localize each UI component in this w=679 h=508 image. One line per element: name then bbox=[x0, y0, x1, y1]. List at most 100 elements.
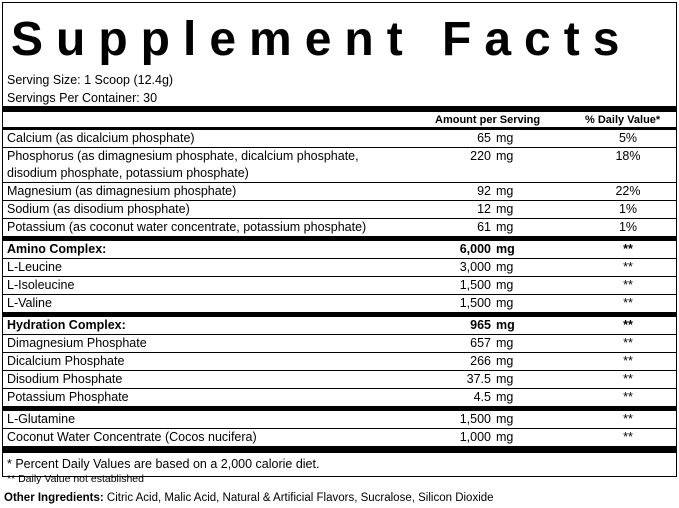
table-row: Disodium Phosphate 37.5 mg ** bbox=[3, 371, 676, 389]
table-row: Amino Complex: 6,000 mg ** bbox=[3, 241, 676, 259]
table-row: Dimagnesium Phosphate 657 mg ** bbox=[3, 335, 676, 353]
nutrient-name: Disodium Phosphate bbox=[7, 372, 123, 386]
nutrient-amount: 4.5 bbox=[473, 390, 491, 404]
table-row: Potassium Phosphate 4.5 mg ** bbox=[3, 389, 676, 406]
table-row: Calcium (as dicalcium phosphate) 65 mg 5% bbox=[3, 130, 676, 148]
nutrient-name: L-Leucine bbox=[7, 260, 62, 274]
nutrient-amount: 1,500 bbox=[459, 296, 491, 310]
nutrient-amount: 1,500 bbox=[459, 278, 491, 292]
nutrient-unit: mg bbox=[496, 390, 514, 404]
nutrient-name: Coconut Water Concentrate (Cocos nucifer… bbox=[7, 430, 257, 444]
nutrient-dv: ** bbox=[623, 296, 633, 310]
nutrient-name: Phosphorus (as dimagnesium phosphate, di… bbox=[7, 149, 359, 180]
nutrient-dv: 1% bbox=[618, 202, 638, 216]
table-row: Dicalcium Phosphate 266 mg ** bbox=[3, 353, 676, 371]
nutrient-dv: ** bbox=[623, 390, 633, 404]
section-divider bbox=[3, 128, 676, 130]
nutrient-dv: ** bbox=[623, 278, 633, 292]
nutrient-amount: 657 bbox=[470, 336, 491, 350]
nutrient-unit: mg bbox=[496, 242, 515, 256]
other-ingredients-text: Citric Acid, Malic Acid, Natural & Artif… bbox=[103, 492, 494, 504]
nutrient-name: L-Glutamine bbox=[7, 412, 76, 426]
nutrient-amount: 3,000 bbox=[459, 260, 491, 274]
table-header: Amount per Serving % Daily Value* bbox=[3, 112, 676, 128]
nutrient-dv: ** bbox=[623, 372, 633, 386]
nutrient-unit: mg bbox=[496, 412, 514, 426]
nutrient-amount: 6,000 bbox=[459, 242, 491, 256]
nutrient-name: L-Valine bbox=[7, 296, 52, 310]
serving-size: Serving Size: 1 Scoop (12.4g) bbox=[7, 73, 174, 87]
table-row: Potassium (as coconut water concentrate,… bbox=[3, 219, 676, 236]
table-row: Magnesium (as dimagnesium phosphate) 92 mg… bbox=[3, 183, 676, 201]
nutrient-name: Dimagnesium Phosphate bbox=[7, 336, 147, 350]
nutrient-dv: 5% bbox=[618, 131, 638, 145]
nutrient-dv: ** bbox=[623, 430, 633, 444]
nutrient-dv: 1% bbox=[618, 220, 638, 234]
table-row: L-Glutamine 1,500 mg ** bbox=[3, 411, 676, 429]
table-row: Hydration Complex: 965 mg ** bbox=[3, 317, 676, 335]
nutrient-dv: ** bbox=[623, 336, 633, 350]
section-divider bbox=[3, 236, 676, 241]
nutrient-amount: 92 bbox=[477, 184, 491, 198]
nutrient-dv: ** bbox=[623, 412, 633, 426]
nutrient-unit: mg bbox=[496, 220, 514, 234]
table-row: L-Valine 1,500 mg ** bbox=[3, 295, 676, 312]
table-row: L-Isoleucine 1,500 mg ** bbox=[3, 277, 676, 295]
nutrient-name: Amino Complex: bbox=[7, 242, 107, 256]
nutrient-dv: ** bbox=[623, 260, 633, 274]
section-divider bbox=[3, 406, 676, 411]
nutrient-amount: 61 bbox=[477, 220, 491, 234]
footnotes: * Percent Daily Values are based on a 2,… bbox=[3, 453, 676, 486]
table-row: L-Leucine 3,000 mg ** bbox=[3, 259, 676, 277]
nutrient-amount: 37.5 bbox=[466, 372, 491, 386]
nutrient-unit: mg bbox=[496, 278, 514, 292]
nutrient-name: Hydration Complex: bbox=[7, 318, 126, 332]
nutrient-name: Potassium Phosphate bbox=[7, 390, 129, 404]
nutrient-unit: mg bbox=[496, 202, 514, 216]
other-ingredients-label: Other Ingredients: bbox=[4, 492, 104, 504]
nutrient-amount: 1,000 bbox=[459, 430, 491, 444]
nutrient-name: Sodium (as disodium phosphate) bbox=[7, 202, 190, 216]
nutrient-unit: mg bbox=[496, 184, 514, 198]
other-ingredients: Other Ingredients: Citric Acid, Malic Ac… bbox=[4, 492, 494, 504]
table-row: Coconut Water Concentrate (Cocos nucifer… bbox=[3, 429, 676, 446]
dv-header: % Daily Value* bbox=[585, 114, 661, 126]
nutrient-amount: 266 bbox=[470, 354, 491, 368]
nutrient-unit: mg bbox=[496, 260, 514, 274]
nutrient-name: Magnesium (as dimagnesium phosphate) bbox=[7, 184, 237, 198]
nutrient-unit: mg bbox=[496, 131, 514, 145]
nutrient-amount: 220 bbox=[470, 149, 491, 163]
nutrient-unit: mg bbox=[496, 296, 514, 310]
nutrient-unit: mg bbox=[496, 354, 514, 368]
supplement-facts-panel: Supplement Facts Serving Size: 1 Scoop (… bbox=[2, 2, 677, 485]
nutrient-name: Dicalcium Phosphate bbox=[7, 354, 125, 368]
divider bbox=[3, 106, 676, 112]
nutrient-unit: mg bbox=[496, 430, 514, 444]
footnote-dv: * Percent Daily Values are based on a 2,… bbox=[7, 457, 320, 471]
nutrient-amount: 1,500 bbox=[459, 412, 491, 426]
nutrient-unit: mg bbox=[496, 336, 514, 350]
nutrient-dv: ** bbox=[623, 354, 633, 368]
table-row: Sodium (as disodium phosphate) 12 mg 1% bbox=[3, 201, 676, 219]
nutrient-dv: 18% bbox=[615, 149, 641, 163]
servings-per-container: Servings Per Container: 30 bbox=[7, 91, 158, 105]
panel-title: Supplement Facts bbox=[11, 13, 633, 66]
nutrient-dv: 22% bbox=[615, 184, 641, 198]
section-divider bbox=[3, 312, 676, 317]
table-row: Phosphorus (as dimagnesium phosphate, di… bbox=[3, 148, 676, 183]
nutrient-name: L-Isoleucine bbox=[7, 278, 75, 292]
nutrient-name: Calcium (as dicalcium phosphate) bbox=[7, 131, 195, 145]
nutrient-name: Potassium (as coconut water concentrate,… bbox=[7, 220, 367, 234]
amount-header: Amount per Serving bbox=[435, 114, 541, 126]
nutrient-amount: 12 bbox=[477, 202, 491, 216]
nutrient-dv: ** bbox=[623, 318, 633, 332]
nutrient-dv: ** bbox=[623, 242, 633, 256]
nutrient-table: Amount per Serving % Daily Value* Calciu… bbox=[3, 112, 676, 486]
footnote-not-established: ** Daily Value not established bbox=[7, 473, 144, 485]
section-divider bbox=[3, 446, 676, 453]
nutrient-unit: mg bbox=[496, 372, 514, 386]
nutrient-unit: mg bbox=[496, 149, 514, 163]
nutrient-amount: 965 bbox=[470, 318, 491, 332]
nutrient-unit: mg bbox=[496, 318, 515, 332]
nutrient-amount: 65 bbox=[477, 131, 491, 145]
